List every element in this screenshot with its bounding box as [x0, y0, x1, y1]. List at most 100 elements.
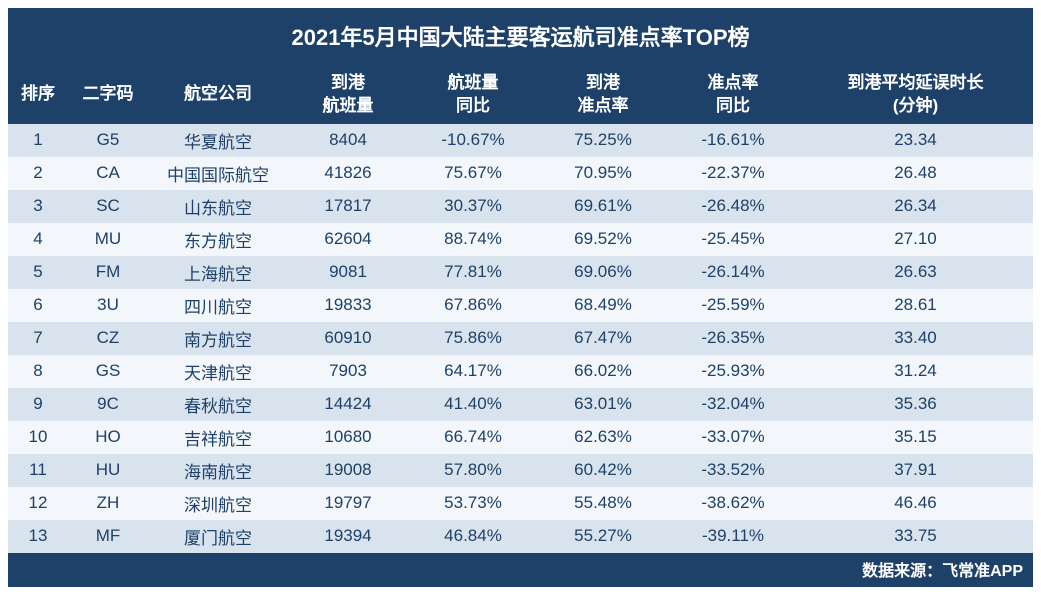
- cell-flt_yoy: 77.81%: [408, 256, 538, 289]
- table-head: 排序二字码航空公司到港航班量航班量同比到港准点率准点率同比到港平均延误时长(分钟…: [8, 66, 1033, 124]
- cell-code: 9C: [68, 388, 148, 421]
- cell-airline: 厦门航空: [148, 520, 288, 553]
- cell-rank: 10: [8, 421, 68, 454]
- cell-avg_delay: 28.61: [798, 289, 1033, 322]
- cell-avg_delay: 33.40: [798, 322, 1033, 355]
- cell-avg_delay: 26.34: [798, 190, 1033, 223]
- report-title: 2021年5月中国大陆主要客运航司准点率TOP榜: [8, 8, 1033, 66]
- cell-code: CA: [68, 157, 148, 190]
- cell-otp: 62.63%: [538, 421, 668, 454]
- cell-otp: 55.48%: [538, 487, 668, 520]
- cell-flights: 10680: [288, 421, 408, 454]
- cell-otp_yoy: -33.52%: [668, 454, 798, 487]
- cell-flights: 62604: [288, 223, 408, 256]
- cell-rank: 5: [8, 256, 68, 289]
- ranking-table: 排序二字码航空公司到港航班量航班量同比到港准点率准点率同比到港平均延误时长(分钟…: [8, 66, 1033, 553]
- cell-flt_yoy: 41.40%: [408, 388, 538, 421]
- report-container: 2021年5月中国大陆主要客运航司准点率TOP榜 排序二字码航空公司到港航班量航…: [8, 8, 1033, 587]
- table-row: 63U四川航空1983367.86%68.49%-25.59%28.61: [8, 289, 1033, 322]
- cell-flights: 9081: [288, 256, 408, 289]
- cell-avg_delay: 31.24: [798, 355, 1033, 388]
- table-row: 5FM上海航空908177.81%69.06%-26.14%26.63: [8, 256, 1033, 289]
- cell-rank: 1: [8, 124, 68, 157]
- cell-otp_yoy: -26.14%: [668, 256, 798, 289]
- cell-otp_yoy: -22.37%: [668, 157, 798, 190]
- cell-code: ZH: [68, 487, 148, 520]
- cell-airline: 四川航空: [148, 289, 288, 322]
- cell-flights: 41826: [288, 157, 408, 190]
- data-source-footer: 数据来源：飞常准APP: [8, 553, 1033, 587]
- cell-rank: 3: [8, 190, 68, 223]
- cell-otp_yoy: -25.59%: [668, 289, 798, 322]
- cell-airline: 海南航空: [148, 454, 288, 487]
- col-flights: 到港航班量: [288, 66, 408, 124]
- cell-flights: 8404: [288, 124, 408, 157]
- cell-flt_yoy: 30.37%: [408, 190, 538, 223]
- cell-rank: 4: [8, 223, 68, 256]
- cell-flt_yoy: 64.17%: [408, 355, 538, 388]
- cell-otp: 75.25%: [538, 124, 668, 157]
- cell-rank: 8: [8, 355, 68, 388]
- cell-rank: 11: [8, 454, 68, 487]
- table-body: 1G5华夏航空8404-10.67%75.25%-16.61%23.342CA中…: [8, 124, 1033, 553]
- cell-code: G5: [68, 124, 148, 157]
- table-row: 8GS天津航空790364.17%66.02%-25.93%31.24: [8, 355, 1033, 388]
- table-row: 12ZH深圳航空1979753.73%55.48%-38.62%46.46: [8, 487, 1033, 520]
- col-flt_yoy: 航班量同比: [408, 66, 538, 124]
- cell-airline: 华夏航空: [148, 124, 288, 157]
- cell-flights: 19797: [288, 487, 408, 520]
- cell-otp: 67.47%: [538, 322, 668, 355]
- table-row: 7CZ南方航空6091075.86%67.47%-26.35%33.40: [8, 322, 1033, 355]
- cell-flights: 19008: [288, 454, 408, 487]
- cell-avg_delay: 26.48: [798, 157, 1033, 190]
- cell-airline: 天津航空: [148, 355, 288, 388]
- cell-otp: 69.52%: [538, 223, 668, 256]
- cell-code: HO: [68, 421, 148, 454]
- cell-avg_delay: 33.75: [798, 520, 1033, 553]
- col-otp: 到港准点率: [538, 66, 668, 124]
- cell-code: GS: [68, 355, 148, 388]
- cell-rank: 9: [8, 388, 68, 421]
- cell-avg_delay: 23.34: [798, 124, 1033, 157]
- cell-code: MU: [68, 223, 148, 256]
- table-row: 1G5华夏航空8404-10.67%75.25%-16.61%23.34: [8, 124, 1033, 157]
- cell-code: SC: [68, 190, 148, 223]
- table-row: 13MF厦门航空1939446.84%55.27%-39.11%33.75: [8, 520, 1033, 553]
- cell-flights: 60910: [288, 322, 408, 355]
- cell-airline: 吉祥航空: [148, 421, 288, 454]
- cell-flt_yoy: 67.86%: [408, 289, 538, 322]
- cell-airline: 山东航空: [148, 190, 288, 223]
- cell-flt_yoy: 57.80%: [408, 454, 538, 487]
- cell-flt_yoy: 46.84%: [408, 520, 538, 553]
- cell-otp_yoy: -25.93%: [668, 355, 798, 388]
- cell-otp_yoy: -39.11%: [668, 520, 798, 553]
- cell-flights: 14424: [288, 388, 408, 421]
- table-row: 99C春秋航空1442441.40%63.01%-32.04%35.36: [8, 388, 1033, 421]
- table-header-row: 排序二字码航空公司到港航班量航班量同比到港准点率准点率同比到港平均延误时长(分钟…: [8, 66, 1033, 124]
- cell-flt_yoy: 53.73%: [408, 487, 538, 520]
- cell-airline: 东方航空: [148, 223, 288, 256]
- cell-avg_delay: 35.36: [798, 388, 1033, 421]
- table-row: 10HO吉祥航空1068066.74%62.63%-33.07%35.15: [8, 421, 1033, 454]
- cell-rank: 2: [8, 157, 68, 190]
- table-row: 4MU东方航空6260488.74%69.52%-25.45%27.10: [8, 223, 1033, 256]
- cell-code: FM: [68, 256, 148, 289]
- cell-otp: 70.95%: [538, 157, 668, 190]
- cell-airline: 上海航空: [148, 256, 288, 289]
- table-row: 2CA中国国际航空4182675.67%70.95%-22.37%26.48: [8, 157, 1033, 190]
- cell-avg_delay: 46.46: [798, 487, 1033, 520]
- cell-rank: 13: [8, 520, 68, 553]
- cell-flt_yoy: 66.74%: [408, 421, 538, 454]
- cell-otp_yoy: -32.04%: [668, 388, 798, 421]
- cell-otp: 60.42%: [538, 454, 668, 487]
- cell-avg_delay: 35.15: [798, 421, 1033, 454]
- col-code: 二字码: [68, 66, 148, 124]
- cell-flt_yoy: -10.67%: [408, 124, 538, 157]
- cell-otp_yoy: -26.35%: [668, 322, 798, 355]
- cell-otp_yoy: -26.48%: [668, 190, 798, 223]
- col-rank: 排序: [8, 66, 68, 124]
- cell-flights: 19394: [288, 520, 408, 553]
- table-row: 3SC山东航空1781730.37%69.61%-26.48%26.34: [8, 190, 1033, 223]
- cell-flt_yoy: 75.67%: [408, 157, 538, 190]
- cell-avg_delay: 37.91: [798, 454, 1033, 487]
